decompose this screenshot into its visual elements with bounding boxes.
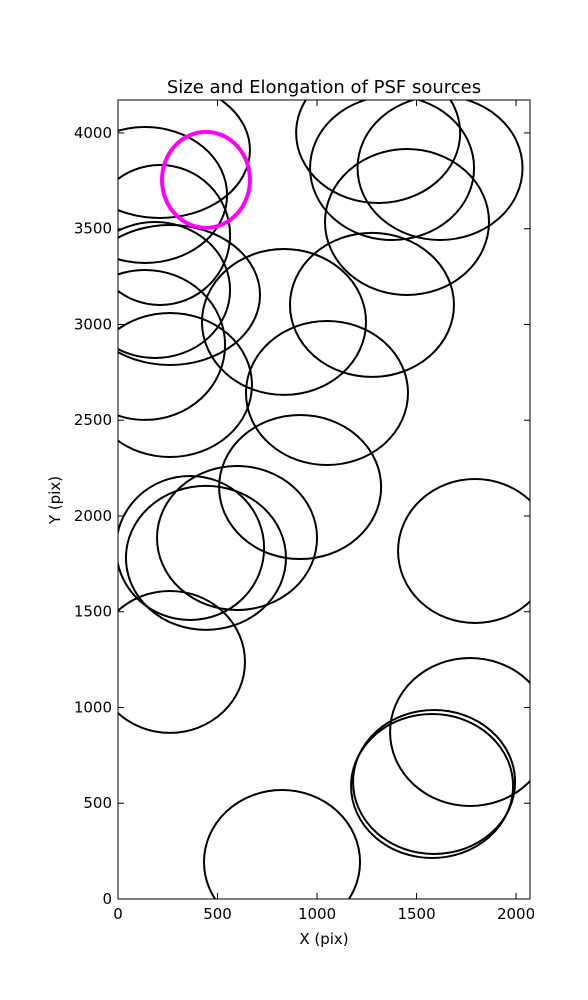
psf-ellipse <box>159 129 252 230</box>
y-tick-label: 1500 <box>74 603 112 621</box>
psf-ellipse <box>356 100 524 241</box>
psf-ellipse <box>118 311 253 458</box>
x-tick-label: 0 <box>113 905 123 923</box>
y-tick-label: 3500 <box>74 220 112 238</box>
psf-ellipse <box>118 268 227 421</box>
psf-ellipse <box>118 223 261 366</box>
plot-marks <box>118 100 530 899</box>
psf-ellipse <box>295 100 462 204</box>
psf-ellipse <box>288 231 455 378</box>
y-tick-label: 0 <box>102 890 112 908</box>
x-tick-label: 500 <box>203 905 232 923</box>
psf-ellipse <box>389 657 530 807</box>
psf-ellipse <box>323 148 490 296</box>
psf-ellipse <box>200 247 367 396</box>
psf-ellipse <box>352 708 517 855</box>
y-tick-label: 3000 <box>74 315 112 333</box>
y-tick-label: 2000 <box>74 507 112 525</box>
psf-ellipse <box>397 478 530 625</box>
psf-ellipse <box>118 589 246 734</box>
psf-ellipse <box>118 100 251 219</box>
psf-ellipse <box>118 164 232 306</box>
y-tick-label: 500 <box>83 794 112 812</box>
y-tick-label: 4000 <box>74 124 112 142</box>
x-tick-label: 2000 <box>497 905 535 923</box>
psf-ellipse <box>118 221 232 359</box>
psf-ellipse <box>156 464 319 612</box>
x-tick-label: 1500 <box>397 905 435 923</box>
x-axis-label: X (pix) <box>299 930 348 948</box>
y-tick-label: 1000 <box>74 698 112 716</box>
plot-frame <box>117 99 531 900</box>
chart-title: Size and Elongation of PSF sources <box>167 77 481 98</box>
psf-ellipse <box>309 100 476 241</box>
psf-ellipse <box>124 484 287 631</box>
psf-ellipse <box>350 712 515 860</box>
y-tick-label: 2500 <box>74 411 112 429</box>
psf-ellipse <box>118 474 266 621</box>
y-axis-label: Y (pix) <box>46 476 64 525</box>
x-tick-label: 1000 <box>298 905 336 923</box>
psf-ellipse <box>118 126 229 264</box>
psf-ellipse <box>203 789 362 899</box>
psf-ellipse <box>244 320 409 467</box>
